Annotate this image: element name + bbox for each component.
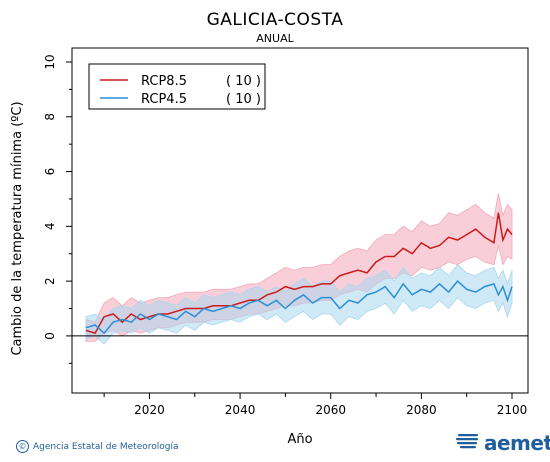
legend-count: ( 10 ) [226,92,261,107]
band-rcp45 [85,264,513,345]
y-axis-label: Cambio de la temperatura mínima (ºC) [10,101,25,355]
credit-text: Agencia Estatal de Meteorología [33,442,179,452]
legend-count: ( 10 ) [226,74,261,89]
series-lines [85,212,513,335]
aemet-logo-icon [456,434,478,449]
uncertainty-bands [85,193,513,345]
line-rcp45 [85,280,513,335]
y-tick-label: 0 [43,332,57,340]
x-tick-label: 2100 [497,403,528,417]
x-axis-label: Año [287,432,312,447]
y-tick-label: 2 [43,277,57,285]
y-tick-label: 10 [43,54,57,69]
y-tick-label: 4 [43,223,57,231]
logo-text: aemet [484,431,550,455]
x-tick-label: 2020 [134,403,165,417]
chart-subtitle: ANUAL [256,32,294,45]
x-tick-label: 2040 [225,403,256,417]
x-axis: 2020 2040 2060 2080 2100 [103,393,528,417]
y-tick-label: 6 [43,168,57,176]
legend: RCP8.5 ( 10 ) RCP4.5 ( 10 ) [88,63,266,110]
y-tick-label: 8 [43,113,57,121]
legend-box [88,63,266,110]
x-tick-label: 2060 [315,403,346,417]
legend-label: RCP4.5 [141,92,187,107]
plot-frame [71,47,529,394]
chart-title: GALICIA-COSTA [206,10,344,30]
x-tick-label: 2080 [406,403,437,417]
legend-label: RCP8.5 [141,74,187,89]
y-axis: 0 2 4 6 8 10 [43,54,72,364]
credit-line: © Agencia Estatal de Meteorología [16,440,179,453]
copyright-icon: © [16,440,29,453]
